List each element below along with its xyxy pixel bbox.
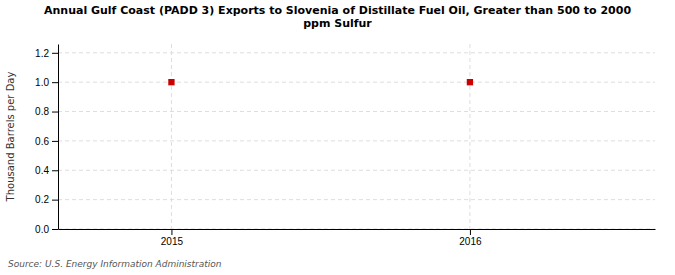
tick: 0.0 (35, 224, 58, 235)
axis-line (58, 45, 59, 230)
title: Annual Gulf Coast (PADD 3) Exports to Sl… (44, 4, 631, 30)
tick-mark (52, 141, 58, 142)
tick-label: 1.2 (35, 48, 49, 59)
grid-line (469, 44, 470, 229)
tick: 0.2 (35, 194, 58, 205)
tick-mark (52, 170, 58, 171)
chart: 2015 2016 0.0 0.2 0.4 0.6 0.8 1.0 1.2 Annual Gulf… (0, 0, 675, 275)
grid-line (58, 111, 655, 112)
tick-label: 0.4 (35, 165, 49, 176)
tick-label: 2016 (459, 236, 482, 247)
grid-line (171, 44, 172, 229)
tick-label: 0.2 (35, 194, 49, 205)
grid-line (58, 82, 655, 83)
point (168, 79, 174, 85)
grid-line (58, 229, 655, 230)
grid (58, 44, 655, 229)
tick-mark (52, 82, 58, 83)
plot-area: 2015 2016 0.0 0.2 0.4 0.6 0.8 1.0 1.2 (35, 44, 655, 247)
points (168, 79, 473, 85)
tick-mark (171, 229, 172, 235)
tick: 0.4 (35, 165, 58, 176)
y-axis-label: Thousand Barrels per Day (5, 72, 16, 203)
axis-line (59, 229, 656, 230)
tick-label: 0.6 (35, 136, 49, 147)
tick: 2016 (459, 229, 482, 247)
grid-line (58, 52, 655, 53)
tick-label: 1.0 (35, 77, 49, 88)
grid-line (58, 199, 655, 200)
point (467, 79, 473, 85)
tick: 0.6 (35, 136, 58, 147)
grid-line (58, 140, 655, 141)
tick-mark (52, 53, 58, 54)
tick-mark (52, 112, 58, 113)
source: Source: U.S. Energy Information Administ… (8, 259, 222, 269)
grid-line (58, 170, 655, 171)
x-axis: 2015 2016 (59, 229, 656, 247)
tick: 2015 (161, 229, 184, 247)
tick-label: 2015 (161, 236, 184, 247)
tick: 1.2 (35, 48, 58, 59)
y-axis: 0.0 0.2 0.4 0.6 0.8 1.0 1.2 (35, 45, 58, 235)
tick-label: 0.8 (35, 106, 49, 117)
tick-mark (52, 229, 58, 230)
tick-label: 0.0 (35, 224, 49, 235)
tick-mark (470, 229, 471, 235)
tick: 0.8 (35, 106, 58, 117)
tick-mark (52, 200, 58, 201)
tick: 1.0 (35, 77, 58, 88)
